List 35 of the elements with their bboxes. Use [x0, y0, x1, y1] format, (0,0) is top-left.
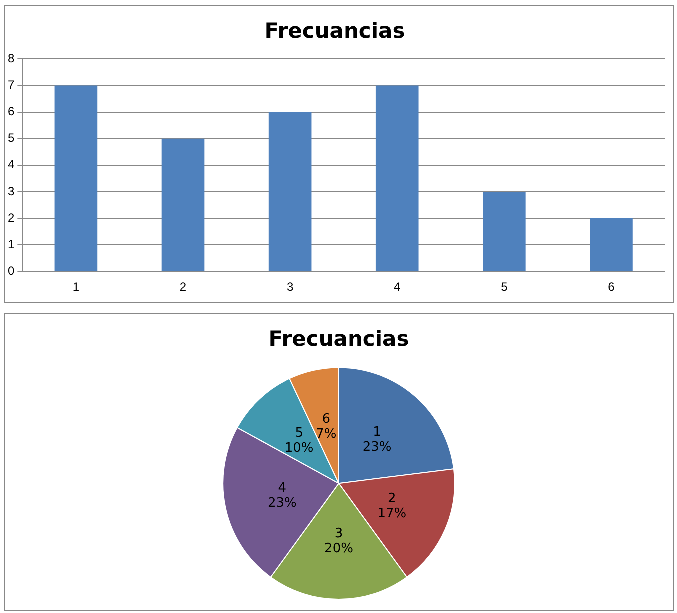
y-tick-label: 7 — [8, 78, 15, 92]
x-tick-label: 2 — [180, 280, 187, 294]
slice-label: 5 — [295, 426, 304, 442]
chart-title: Frecuancias — [268, 327, 410, 352]
y-tick-label: 3 — [8, 184, 15, 198]
slice-label: 4 — [278, 481, 287, 496]
bar — [376, 86, 419, 272]
slice-label: 3 — [334, 526, 344, 542]
y-tick-label: 1 — [8, 237, 15, 252]
bar — [162, 138, 205, 272]
x-tick-label: 3 — [286, 280, 294, 294]
data-label: 7% — [316, 426, 337, 442]
x-tick-label: 1 — [72, 280, 80, 294]
slice-label: 6 — [322, 412, 330, 427]
x-tick-label: 5 — [501, 280, 508, 294]
data-label: 23% — [268, 496, 297, 512]
slice-label: 2 — [388, 491, 396, 506]
bar — [590, 218, 633, 272]
y-tick-label: 4 — [8, 158, 15, 172]
y-tick-label: 0 — [8, 264, 15, 278]
chart-title: Frecuancias — [264, 19, 406, 44]
y-tick-label: 5 — [8, 131, 15, 146]
slice-label: 1 — [373, 425, 382, 440]
x-tick-label: 6 — [608, 280, 616, 294]
bar — [54, 86, 98, 272]
bar — [483, 192, 526, 272]
bar — [268, 112, 312, 272]
x-tick-label: 4 — [394, 280, 402, 294]
y-tick-label: 6 — [8, 104, 15, 119]
y-tick-label: 8 — [8, 52, 15, 66]
data-label: 10% — [284, 441, 314, 456]
data-label: 23% — [362, 440, 392, 456]
y-tick-label: 2 — [8, 210, 15, 225]
data-label: 20% — [324, 541, 354, 556]
data-label: 17% — [378, 506, 407, 522]
